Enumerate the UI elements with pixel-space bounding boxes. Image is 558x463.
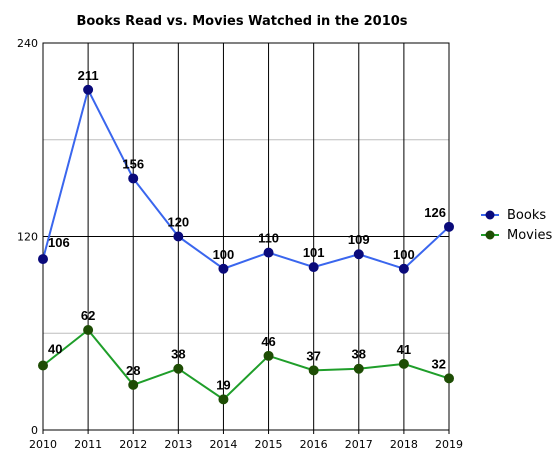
data-label-books: 109 bbox=[348, 232, 370, 247]
x-tick-label: 2017 bbox=[345, 438, 373, 451]
data-point-books bbox=[263, 247, 274, 258]
data-point-movies bbox=[263, 350, 274, 361]
data-label-books: 101 bbox=[303, 245, 325, 260]
data-label-books: 106 bbox=[48, 235, 70, 250]
data-point-books bbox=[308, 262, 319, 273]
data-label-books: 100 bbox=[213, 247, 235, 262]
series-line-books bbox=[42, 86, 450, 270]
x-tick-label: 2016 bbox=[300, 438, 328, 451]
data-label-movies: 46 bbox=[261, 334, 275, 349]
legend-marker-books bbox=[485, 210, 495, 220]
data-label-movies: 41 bbox=[397, 342, 411, 357]
data-point-books bbox=[398, 263, 409, 274]
x-tick-label: 2010 bbox=[29, 438, 57, 451]
data-point-books bbox=[218, 263, 229, 274]
y-tick-label: 0 bbox=[31, 424, 38, 437]
data-label-movies: 62 bbox=[81, 308, 95, 323]
data-label-books: 110 bbox=[258, 231, 279, 246]
data-label-books: 211 bbox=[78, 68, 99, 83]
data-point-books bbox=[353, 249, 364, 260]
data-point-movies bbox=[218, 394, 229, 405]
x-tick-label: 2019 bbox=[435, 438, 463, 451]
legend: Books Movies bbox=[481, 208, 552, 243]
plot-grid bbox=[43, 42, 449, 430]
data-label-movies: 38 bbox=[171, 347, 185, 362]
y-tick-label: 120 bbox=[17, 231, 38, 244]
data-label-movies: 37 bbox=[306, 348, 320, 363]
data-point-movies bbox=[308, 365, 319, 376]
data-label-books: 100 bbox=[393, 247, 415, 262]
data-point-movies bbox=[38, 360, 48, 371]
chart-title: Books Read vs. Movies Watched in the 201… bbox=[76, 14, 407, 29]
legend-label-books: Books bbox=[507, 208, 546, 223]
x-tick-label: 2013 bbox=[164, 438, 192, 451]
x-tick-label: 2012 bbox=[119, 438, 147, 451]
x-tick-label: 2015 bbox=[255, 438, 283, 451]
legend-marker-movies bbox=[485, 230, 495, 240]
data-label-books: 126 bbox=[424, 205, 446, 220]
data-point-movies bbox=[83, 325, 94, 336]
data-point-movies bbox=[398, 358, 409, 369]
data-point-books bbox=[444, 221, 454, 232]
plot-border bbox=[42, 42, 450, 431]
data-point-books bbox=[128, 173, 139, 184]
data-labels: 106 211 156 120 100 110 101 109 100 126 40 62 28 38 19… bbox=[48, 68, 446, 393]
data-point-movies bbox=[444, 373, 454, 384]
data-label-movies: 32 bbox=[432, 356, 446, 371]
data-point-books bbox=[38, 254, 48, 265]
tick-labels: 2010 2011 2012 2013 2014 2015 2016 2017 2018 2019… bbox=[17, 37, 463, 451]
plot-axes bbox=[42, 42, 450, 434]
data-label-movies: 38 bbox=[352, 347, 366, 362]
data-point-books bbox=[83, 84, 94, 95]
x-tick-label: 2018 bbox=[390, 438, 418, 451]
y-tick-label: 240 bbox=[17, 37, 38, 50]
data-label-books: 156 bbox=[122, 156, 144, 171]
data-label-movies: 28 bbox=[126, 363, 140, 378]
data-label-books: 120 bbox=[167, 215, 189, 230]
data-label-movies: 19 bbox=[216, 377, 230, 392]
data-point-movies bbox=[353, 363, 364, 374]
series-line-movies bbox=[42, 328, 450, 401]
data-point-movies bbox=[173, 363, 184, 374]
series-points bbox=[38, 84, 454, 405]
x-tick-label: 2011 bbox=[74, 438, 102, 451]
data-point-books bbox=[173, 231, 184, 242]
x-tick-label: 2014 bbox=[209, 438, 237, 451]
legend-label-movies: Movies bbox=[507, 228, 552, 243]
data-point-movies bbox=[128, 379, 139, 390]
data-label-movies: 40 bbox=[48, 342, 62, 357]
series-lines bbox=[42, 86, 450, 401]
